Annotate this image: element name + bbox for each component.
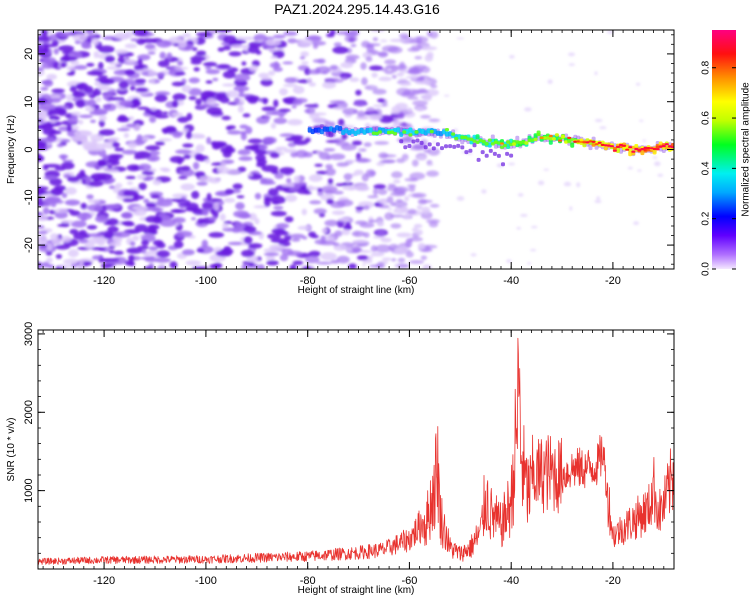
snr-y-tick-label: 2000 bbox=[23, 400, 35, 424]
snr-x-tick-label: -100 bbox=[195, 575, 217, 587]
spectrogram-y-tick-label: 0 bbox=[23, 146, 35, 152]
spectrogram-x-axis-label: Height of straight line (km) bbox=[298, 285, 415, 296]
snr-x-tick-label: -20 bbox=[605, 575, 621, 587]
spectrogram-y-tick-label: -20 bbox=[23, 237, 35, 253]
snr-y-tick-label: 3000 bbox=[23, 322, 35, 346]
spectrogram-y-tick-label: 10 bbox=[23, 96, 35, 108]
snr-series-line bbox=[38, 337, 674, 565]
colorbar-tick-label: 0.4 bbox=[701, 161, 712, 175]
snr-x-tick-label: -80 bbox=[300, 575, 316, 587]
colorbar-tick-label: 0.2 bbox=[701, 211, 712, 225]
spectrogram-y-tick-label: -10 bbox=[23, 189, 35, 205]
colorbar-label: Normalized spectral amplitude bbox=[741, 82, 750, 217]
snr-x-tick-label: -40 bbox=[503, 575, 519, 587]
snr-x-tick-label: -60 bbox=[401, 575, 417, 587]
snr-y-axis-label: SNR (10 * v/v) bbox=[6, 418, 17, 482]
spectrogram-x-tick-label: -20 bbox=[605, 275, 621, 287]
colorbar-tick-label: 0.6 bbox=[701, 111, 712, 125]
snr-frame bbox=[37, 329, 675, 570]
colorbar-tick-label: 0.0 bbox=[701, 262, 712, 276]
signal-trace bbox=[307, 124, 674, 167]
snr-x-axis-label: Height of straight line (km) bbox=[298, 585, 415, 596]
spectrogram-x-tick-label: -60 bbox=[401, 275, 417, 287]
spectrogram-x-tick-label: -40 bbox=[503, 275, 519, 287]
figure-title: PAZ1.2024.295.14.43.G16 bbox=[274, 1, 440, 17]
colorbar: 0.0 0.2 0.4 0.6 0.8 Normalized spectral ampli… bbox=[701, 30, 750, 276]
spectrogram-x-tick-label: -80 bbox=[300, 275, 316, 287]
spectrogram-y-axis-label: Frequency (Hz) bbox=[6, 115, 17, 184]
snr-y-tick-label: 1000 bbox=[23, 478, 35, 502]
snr-plot: -120 -100 -80 -60 -40 -20 1000 2000 3000 Height o… bbox=[6, 322, 675, 596]
snr-x-tick-label: -120 bbox=[93, 575, 115, 587]
colorbar-tick-label: 0.8 bbox=[701, 60, 712, 74]
spectrogram-y-tick-label: 20 bbox=[23, 48, 35, 60]
spectrogram-x-tick-label: -100 bbox=[195, 275, 217, 287]
spectrogram-x-tick-label: -120 bbox=[93, 275, 115, 287]
colorbar-gradient bbox=[712, 30, 736, 269]
noise-blobs bbox=[38, 30, 664, 269]
